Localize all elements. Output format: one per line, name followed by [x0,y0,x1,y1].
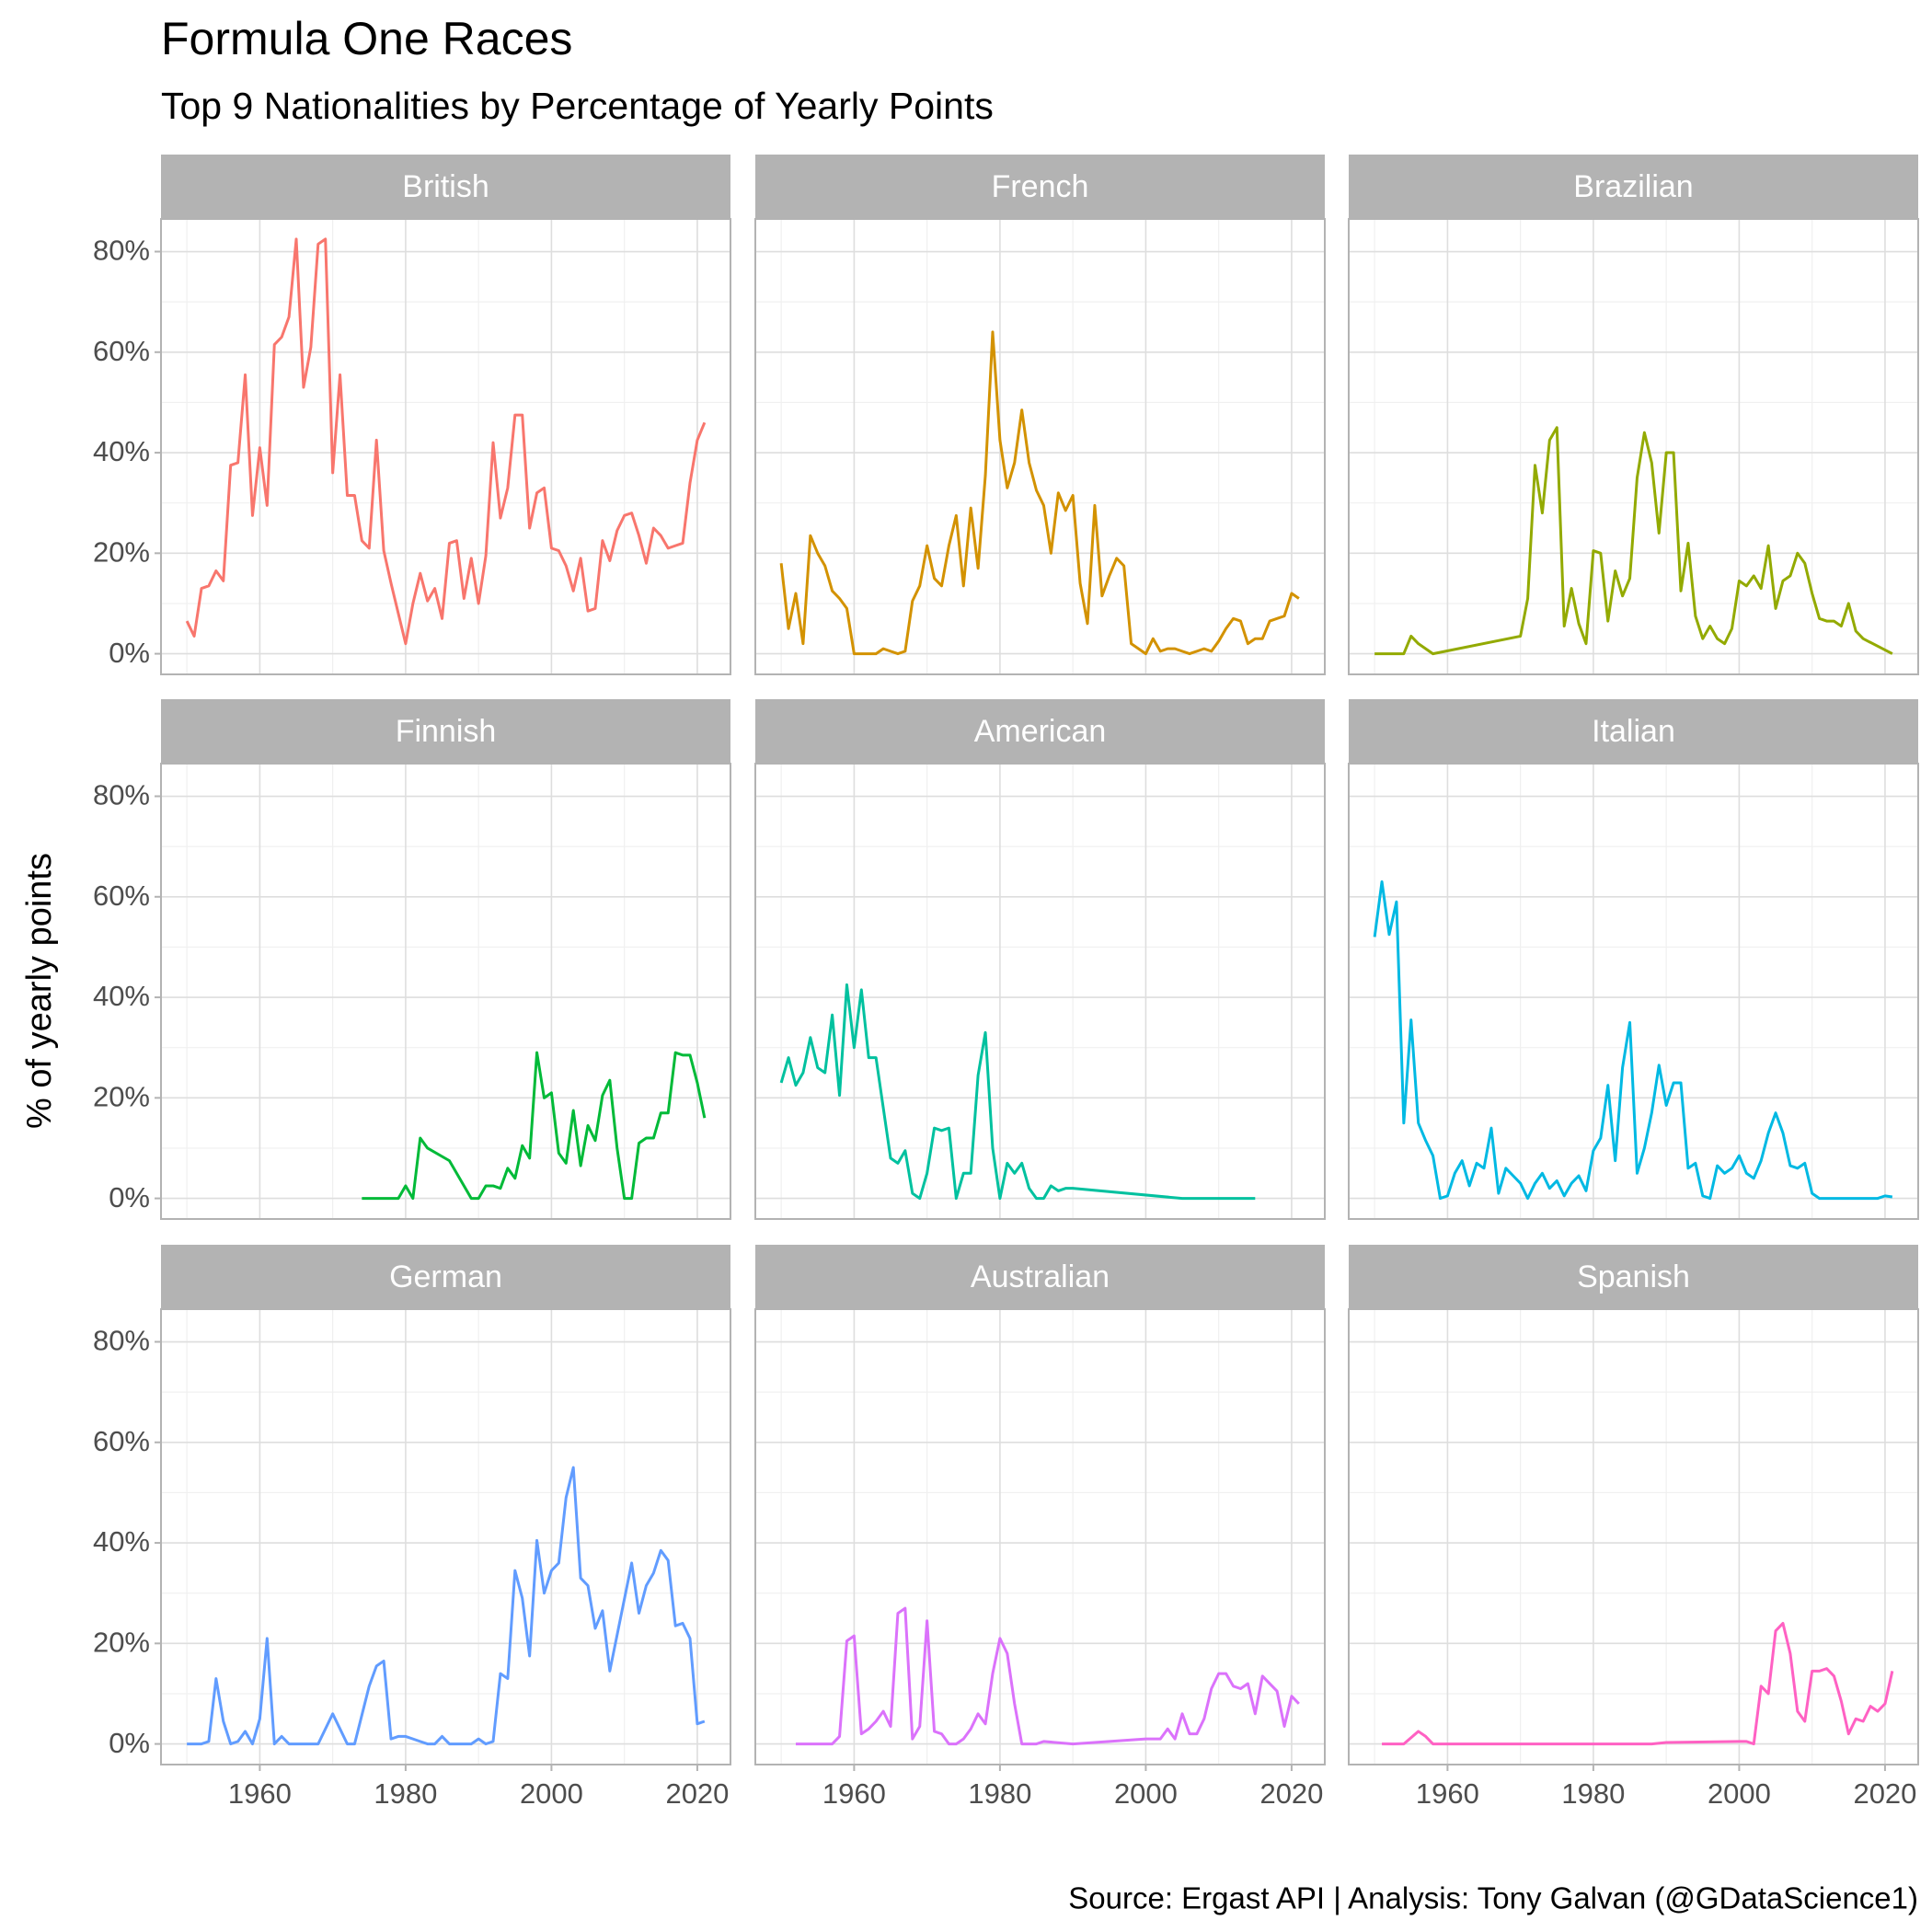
strip-label: American [974,714,1107,749]
facet: Finnish 0% 20% 40% 60% 80% [93,699,731,1220]
line [1374,426,1893,656]
facet: German 0% 20% 40% 60% 80% 1960 1980 2000 2020 [93,1245,731,1810]
line [187,1466,706,1746]
line [1382,1621,1894,1746]
y-tick-label: 40% [93,1525,150,1558]
x-tick-label: 1960 [228,1777,292,1810]
strip-label: French [992,169,1089,204]
panel-border [754,218,1326,675]
x-tick-label: 1980 [1561,1777,1625,1810]
panel-background [755,764,1325,1219]
strip [755,1245,1325,1309]
y-tick-label: 40% [93,435,150,467]
panel-border [1348,1308,1919,1765]
line [185,237,707,646]
x-tick-label: 2020 [1853,1777,1916,1810]
x-tick-label: 2020 [1259,1777,1323,1810]
panel-border [1348,218,1919,675]
x-tick-label: 2000 [1708,1777,1771,1810]
y-tick-label: 80% [93,779,150,811]
panel-border [754,1308,1326,1765]
strip-label: Australian [971,1259,1110,1294]
strip [161,699,730,764]
y-tick-label: 20% [93,1627,150,1659]
y-tick-label: 20% [93,1081,150,1113]
panel-background [161,219,730,674]
x-tick-label: 1980 [968,1777,1031,1810]
y-tick-label: 0% [109,1181,150,1213]
y-tick-label: 80% [93,1325,150,1357]
strip [755,155,1325,219]
strip-label: German [389,1259,502,1294]
line [1373,880,1893,1201]
x-tick-label: 2000 [520,1777,583,1810]
panel-border [1348,763,1919,1220]
facet: British 0% 20% 40% 60% 80% [93,155,731,675]
strip [161,1245,730,1309]
y-tick-label: 60% [93,1425,150,1457]
line [779,330,1300,656]
strip-label: Spanish [1577,1259,1690,1294]
panel-border [160,763,731,1220]
line [362,1051,707,1201]
strip [1349,155,1918,219]
facet: American [754,699,1326,1220]
caption: Source: Ergast API | Analysis: Tony Galv… [1068,1881,1918,1915]
panel-border [754,763,1326,1220]
panel-background [1349,764,1918,1219]
strip-label: Italian [1592,714,1675,749]
y-tick-label: 40% [93,980,150,1012]
panel-background [161,764,730,1219]
y-axis-title: % of yearly points [20,853,59,1129]
x-tick-label: 1960 [1416,1777,1479,1810]
strip-label: Brazilian [1573,169,1693,204]
y-tick-label: 0% [109,1727,150,1759]
x-tick-label: 1980 [374,1777,437,1810]
facet: Italian [1348,699,1919,1220]
panel-background [161,1309,730,1765]
facet: Brazilian [1348,155,1919,675]
strip-label: Finnish [396,714,497,749]
panel-background [1349,219,1918,674]
facet: Australian 1960 1980 2000 2020 [754,1245,1326,1810]
panel-background [1349,1309,1918,1765]
line [795,1606,1300,1746]
strip-label: British [402,169,489,204]
line [779,983,1256,1201]
y-tick-label: 60% [93,880,150,912]
panel-background [755,219,1325,674]
chart-title: Formula One Races [161,13,572,64]
strip [161,155,730,219]
y-tick-label: 80% [93,235,150,267]
panel-border [160,218,731,675]
facet: French [754,155,1326,675]
y-tick-label: 0% [109,637,150,669]
strip [755,699,1325,764]
strip [1349,699,1918,764]
strip [1349,1245,1918,1309]
x-tick-label: 2020 [665,1777,729,1810]
x-tick-label: 1960 [822,1777,886,1810]
facet: Spanish 1960 1980 2000 2020 [1348,1245,1919,1810]
panel-border [160,1308,731,1765]
chart-subtitle: Top 9 Nationalities by Percentage of Yea… [161,85,994,127]
y-tick-label: 20% [93,536,150,569]
panel-background [755,1309,1325,1765]
y-tick-label: 60% [93,335,150,367]
x-tick-label: 2000 [1114,1777,1178,1810]
